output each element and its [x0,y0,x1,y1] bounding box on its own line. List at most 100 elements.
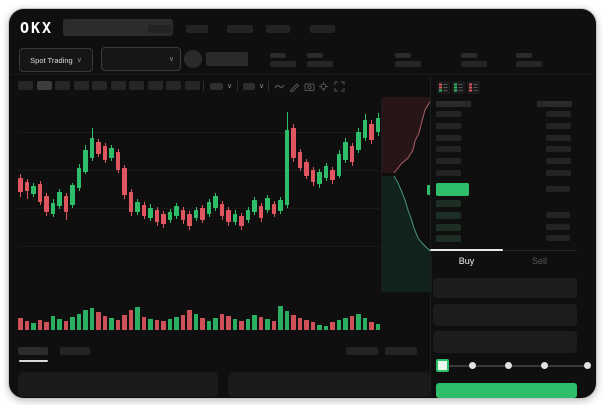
timeframe-button-placeholder[interactable] [184,81,200,90]
volume-bar [96,312,101,330]
chart-style-dropdown[interactable] [243,83,255,90]
orderbook-bid-row[interactable] [433,233,579,244]
stat-value-placeholder [307,61,333,67]
orderbook-last-price[interactable] [436,183,469,196]
orderbook-header-placeholder [436,101,471,107]
pair-selector-dropdown[interactable]: ∨ [101,47,181,71]
timeframe-button-placeholder[interactable] [55,81,70,90]
timeframe-button-placeholder[interactable] [73,81,89,90]
timeframe-button-placeholder[interactable] [36,81,52,90]
stat-value-placeholder [270,61,296,67]
orderbook-ask-row[interactable] [433,121,579,132]
orderbook-layout-asks-icon[interactable] [467,81,480,94]
bid-amount-placeholder [546,235,570,242]
timeframe-button-placeholder[interactable] [110,81,126,90]
timeframe-button-placeholder[interactable] [147,81,163,90]
candle [154,210,159,222]
nav-item-placeholder[interactable] [310,25,335,33]
volume-bar [102,316,107,330]
candle [122,168,127,195]
fullscreen-expand-icon[interactable] [334,81,345,92]
volume-bar [63,321,68,330]
spot-trading-label: Spot Trading [30,55,73,65]
chart-bottom-tab-placeholder[interactable] [60,347,90,355]
chart-bottom-tab-placeholder[interactable] [385,347,417,355]
candle [31,186,36,194]
chart-bottom-tab-placeholder[interactable] [346,347,378,355]
volume-bar [323,326,328,330]
candle [96,142,101,154]
order-input-field[interactable] [433,278,577,298]
orderbook-ask-row[interactable] [433,144,579,155]
orderbook-layout-both-icon[interactable] [437,81,450,94]
orderbook-bid-row[interactable] [433,210,579,221]
candle [330,170,335,180]
orderbook-ask-row[interactable] [433,109,579,120]
nav-item-placeholder[interactable] [266,25,290,33]
spot-trading-dropdown[interactable]: Spot Trading ∨ [19,48,93,72]
volume-bar [258,317,263,330]
orderbook-bid-row[interactable] [433,222,579,233]
candle [349,146,354,162]
candle [258,206,263,218]
tab-sell[interactable]: Sell [531,256,547,266]
buy-submit-button[interactable] [436,383,577,398]
volume-bar [57,319,62,330]
stat-value-placeholder [516,61,542,67]
chart-bottom-tab-placeholder[interactable] [18,347,48,355]
candle [213,196,218,208]
candle [323,166,328,178]
slider-stop[interactable] [584,362,591,369]
candle [161,214,166,224]
volume-bar [213,318,218,330]
order-input-field[interactable] [433,331,577,353]
orderbook-bid-row[interactable] [433,198,579,209]
amount-slider-track[interactable] [441,365,587,367]
timeframe-button-placeholder[interactable] [92,81,107,90]
settings-gear-icon[interactable] [318,81,329,92]
order-input-field[interactable] [433,304,577,326]
candle [232,214,237,222]
orderbook-ask-row[interactable] [433,168,579,179]
tab-divider [430,250,577,251]
camera-icon[interactable] [304,81,315,92]
timeframe-button-placeholder[interactable] [129,81,144,90]
stat-label-placeholder [270,53,286,58]
slider-stop[interactable] [505,362,512,369]
indicator-dropdown[interactable] [210,83,223,90]
orderbook-layout-bids-icon[interactable] [452,81,465,94]
stat-label-placeholder [307,53,323,58]
ask-amount-placeholder [546,134,571,141]
search-input[interactable] [63,19,173,36]
line-indicator-icon[interactable] [274,81,285,92]
chevron-down-icon[interactable]: ∨ [259,83,265,90]
candle [174,206,179,216]
ask-price-placeholder [436,158,461,165]
candle [245,210,250,220]
volume-bar [135,307,140,330]
tab-buy[interactable]: Buy [458,256,475,266]
timeframe-button-placeholder[interactable] [166,81,181,90]
amount-at-last-price-placeholder [546,186,570,192]
nav-item-placeholder[interactable] [148,25,172,33]
candle [226,210,231,222]
candle [44,196,49,212]
orderbook-ask-row[interactable] [433,133,579,144]
nav-item-placeholder[interactable] [186,25,208,33]
nav-item-placeholder[interactable] [227,25,253,33]
draw-pencil-icon[interactable] [289,81,300,92]
orderbook-ask-row[interactable] [433,156,579,167]
chevron-down-icon[interactable]: ∨ [227,83,233,90]
timeframe-button-placeholder[interactable] [18,81,33,90]
candle [57,192,62,206]
volume-bar [174,317,179,330]
amount-slider-handle[interactable] [436,359,449,372]
candle [148,208,153,218]
volume-bar [76,314,81,330]
volume-bar [265,319,270,330]
candle [356,132,361,150]
candle [18,178,23,192]
slider-stop[interactable] [541,362,548,369]
volume-bar [349,316,354,330]
slider-stop[interactable] [469,362,476,369]
